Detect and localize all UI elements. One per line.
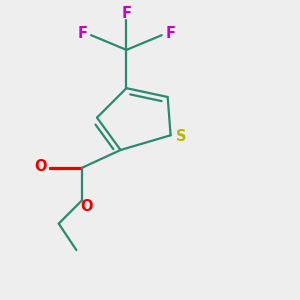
Text: F: F [77, 26, 87, 41]
Text: O: O [34, 159, 47, 174]
Text: S: S [176, 129, 186, 144]
Text: O: O [80, 199, 93, 214]
Text: F: F [122, 7, 131, 22]
Text: F: F [166, 26, 176, 41]
